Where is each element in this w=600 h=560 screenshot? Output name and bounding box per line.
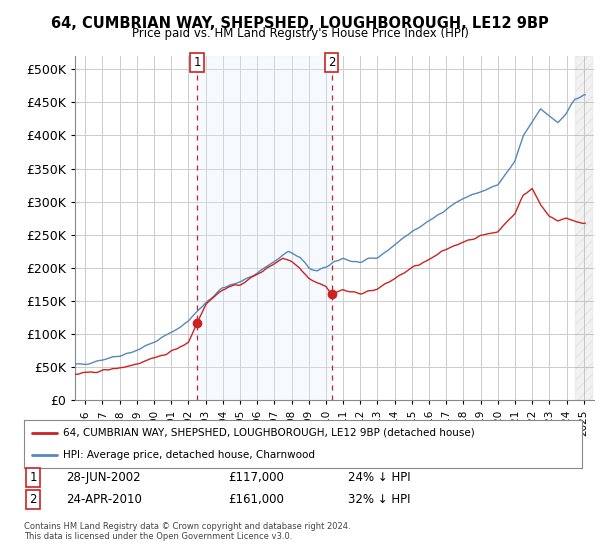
Text: 1: 1 bbox=[29, 470, 37, 484]
Bar bbox=[197, 56, 332, 400]
Text: 2: 2 bbox=[29, 493, 37, 506]
Text: 28-JUN-2002: 28-JUN-2002 bbox=[66, 470, 140, 484]
Text: 32% ↓ HPI: 32% ↓ HPI bbox=[348, 493, 410, 506]
Text: Contains HM Land Registry data © Crown copyright and database right 2024.: Contains HM Land Registry data © Crown c… bbox=[24, 522, 350, 531]
Text: Price paid vs. HM Land Registry's House Price Index (HPI): Price paid vs. HM Land Registry's House … bbox=[131, 27, 469, 40]
Bar bbox=[575, 56, 592, 400]
Text: 1: 1 bbox=[193, 56, 201, 69]
Text: 24% ↓ HPI: 24% ↓ HPI bbox=[348, 470, 410, 484]
Text: £117,000: £117,000 bbox=[228, 470, 284, 484]
Text: This data is licensed under the Open Government Licence v3.0.: This data is licensed under the Open Gov… bbox=[24, 532, 292, 541]
Text: 64, CUMBRIAN WAY, SHEPSHED, LOUGHBOROUGH, LE12 9BP (detached house): 64, CUMBRIAN WAY, SHEPSHED, LOUGHBOROUGH… bbox=[63, 428, 475, 438]
Text: £161,000: £161,000 bbox=[228, 493, 284, 506]
Text: 64, CUMBRIAN WAY, SHEPSHED, LOUGHBOROUGH, LE12 9BP: 64, CUMBRIAN WAY, SHEPSHED, LOUGHBOROUGH… bbox=[51, 16, 549, 31]
Text: HPI: Average price, detached house, Charnwood: HPI: Average price, detached house, Char… bbox=[63, 450, 315, 460]
Text: 2: 2 bbox=[328, 56, 335, 69]
Text: 24-APR-2010: 24-APR-2010 bbox=[66, 493, 142, 506]
